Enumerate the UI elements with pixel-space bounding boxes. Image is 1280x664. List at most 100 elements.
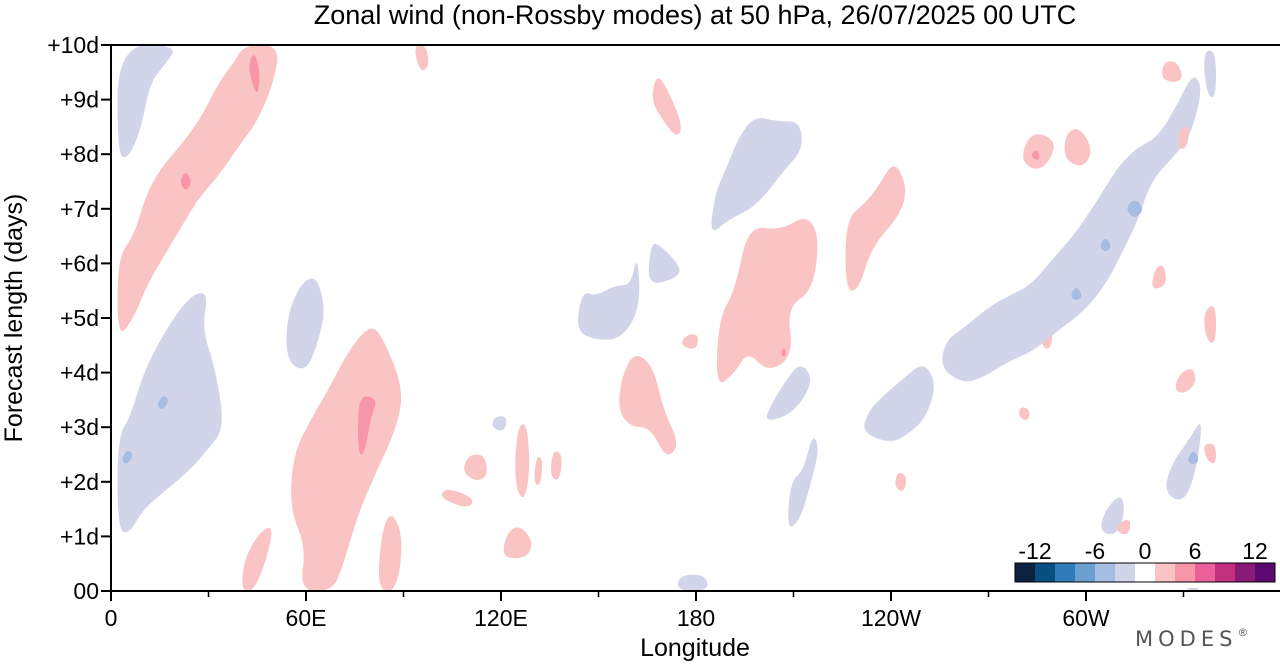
westerly-contour-region bbox=[619, 355, 677, 455]
y-tick-label: +5d bbox=[60, 305, 99, 331]
colorbar-label: 12 bbox=[1242, 538, 1268, 564]
x-tick-label: 120E bbox=[474, 605, 528, 631]
colorbar-label: 6 bbox=[1189, 538, 1202, 564]
easterly-contour-region bbox=[158, 396, 168, 409]
easterly-contour-region bbox=[1188, 451, 1199, 465]
contour-fills bbox=[117, 45, 1216, 591]
y-axis-ticks: 00 +1d +2d +3d +4d +5d +6d +7d +8d +9d +10d bbox=[47, 32, 111, 604]
westerly-contour-region bbox=[1162, 61, 1182, 82]
westerly-contour-region bbox=[534, 456, 543, 485]
plot-frame bbox=[110, 44, 1280, 592]
colorbar-frame bbox=[1014, 562, 1276, 583]
y-tick-label: +9d bbox=[60, 87, 99, 113]
westerly-contour-region bbox=[464, 454, 487, 480]
easterly-contour-region bbox=[286, 278, 324, 369]
westerly-contour-region bbox=[845, 166, 906, 291]
y-tick-label: +2d bbox=[60, 469, 99, 495]
easterly-contour-region bbox=[117, 293, 222, 533]
easterly-contour-region bbox=[492, 416, 507, 431]
y-tick-label: +1d bbox=[60, 523, 99, 549]
westerly-contour-region bbox=[117, 45, 278, 332]
easterly-contour-region bbox=[1204, 50, 1216, 98]
colorbar-swatch bbox=[1235, 563, 1255, 582]
x-tick-label: 60W bbox=[1062, 605, 1110, 631]
easterly-contour-region bbox=[1101, 497, 1124, 535]
easterly-contour-region bbox=[942, 77, 1201, 382]
westerly-contour-region bbox=[503, 527, 532, 559]
colorbar-label: 0 bbox=[1139, 538, 1152, 564]
westerly-contour-region bbox=[1204, 305, 1216, 343]
easterly-contour-region bbox=[1071, 287, 1082, 301]
westerly-contour-region bbox=[895, 472, 907, 491]
logo-word: MODES bbox=[1135, 627, 1237, 651]
easterly-contour-region bbox=[1127, 200, 1143, 217]
westerly-contour-region bbox=[1019, 407, 1030, 420]
y-tick-label: +3d bbox=[60, 414, 99, 440]
easterly-contour-region bbox=[578, 262, 640, 340]
colorbar-swatch bbox=[1055, 563, 1075, 582]
colorbar-legend: -12 -6 0 6 12 bbox=[1010, 534, 1280, 588]
colorbar-swatch bbox=[1155, 563, 1175, 582]
westerly-contour-region bbox=[1023, 134, 1054, 169]
westerly-contour-region bbox=[551, 451, 562, 480]
modes-logo: MODES® bbox=[1135, 626, 1253, 651]
easterly-contour-region bbox=[122, 450, 133, 464]
colorbar-swatch bbox=[1195, 563, 1215, 582]
westerly-contour-region bbox=[652, 78, 681, 135]
easterly-contour-region bbox=[766, 366, 811, 420]
y-tick-label: +7d bbox=[60, 196, 99, 222]
westerly-contour-region bbox=[515, 424, 530, 498]
chart-title: Zonal wind (non-Rossby modes) at 50 hPa,… bbox=[314, 0, 1076, 30]
westerly-contour-region bbox=[1152, 265, 1166, 289]
westerly-contour-region bbox=[441, 490, 473, 507]
x-axis-ticks: 0 60E 120E 180 120W 60W bbox=[105, 591, 1185, 631]
y-tick-label: +8d bbox=[60, 141, 99, 167]
westerly-contour-region bbox=[358, 396, 376, 455]
westerly-contour-region bbox=[716, 218, 818, 383]
colorbar-swatch bbox=[1175, 563, 1195, 582]
westerly-contour-region bbox=[1175, 369, 1196, 393]
westerly-contour-region bbox=[249, 55, 260, 93]
y-axis-label: Forecast length (days) bbox=[0, 194, 28, 443]
westerly-contour-region bbox=[1204, 443, 1216, 464]
colorbar-swatch bbox=[1135, 563, 1155, 582]
x-tick-label: 120W bbox=[861, 605, 921, 631]
y-tick-label: +4d bbox=[60, 360, 99, 386]
colorbar-swatch bbox=[1015, 563, 1035, 582]
colorbar-label: -6 bbox=[1085, 538, 1105, 564]
colorbar-swatch bbox=[1035, 563, 1055, 582]
easterly-contour-region bbox=[1100, 238, 1111, 252]
westerly-contour-region bbox=[781, 348, 786, 357]
westerly-contour-region bbox=[1031, 150, 1040, 160]
colorbar-swatch bbox=[1215, 563, 1235, 582]
westerly-contour-region bbox=[682, 334, 698, 349]
y-tick-label: 00 bbox=[73, 578, 99, 604]
westerly-contour-region bbox=[180, 173, 191, 190]
westerly-contour-region bbox=[1064, 129, 1091, 166]
easterly-contour-region bbox=[677, 574, 708, 591]
x-tick-label: 0 bbox=[105, 605, 118, 631]
logo-mark: ® bbox=[1237, 626, 1253, 639]
colorbar-swatch bbox=[1095, 563, 1115, 582]
x-axis-label: Longitude bbox=[640, 634, 750, 662]
easterly-contour-region bbox=[117, 45, 173, 158]
easterly-contour-region bbox=[648, 243, 680, 283]
westerly-contour-region bbox=[291, 328, 402, 591]
westerly-contour-region bbox=[242, 527, 272, 591]
colorbar-swatch bbox=[1255, 563, 1275, 582]
westerly-contour-region bbox=[415, 45, 429, 71]
easterly-contour-region bbox=[788, 438, 818, 527]
westerly-contour-region bbox=[1178, 126, 1189, 149]
westerly-contour-region bbox=[378, 515, 402, 591]
x-tick-label: 180 bbox=[677, 605, 715, 631]
colorbar-swatch bbox=[1075, 563, 1095, 582]
colorbar-swatch bbox=[1115, 563, 1135, 582]
easterly-contour-region bbox=[864, 366, 934, 441]
easterly-contour-region bbox=[1166, 424, 1201, 500]
westerly-contour-region bbox=[1117, 520, 1131, 535]
colorbar-label: -12 bbox=[1018, 538, 1051, 564]
y-tick-label: +10d bbox=[47, 32, 99, 58]
y-tick-label: +6d bbox=[60, 250, 99, 276]
x-tick-label: 60E bbox=[286, 605, 327, 631]
